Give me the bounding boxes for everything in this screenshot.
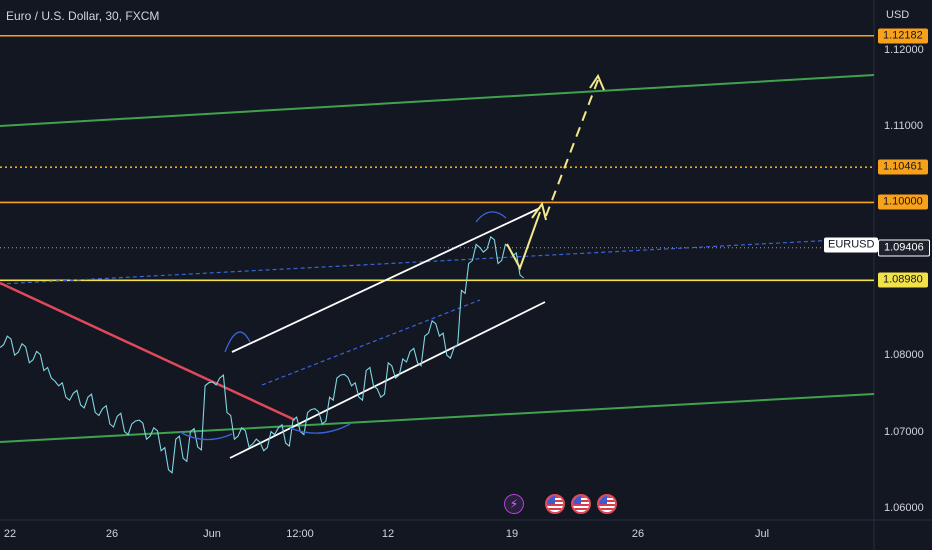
price-series-line xyxy=(0,235,525,474)
red-downtrend-line xyxy=(0,281,296,422)
projection-arrow-path xyxy=(506,211,541,271)
symbol-tag: EURUSD xyxy=(824,237,879,253)
lower-green-trendline xyxy=(0,393,875,443)
us-flag-event-icon[interactable] xyxy=(597,494,617,514)
projection-arrowhead xyxy=(531,201,547,221)
projection-dashed-arrowhead xyxy=(589,73,605,91)
blue-arc-annotation xyxy=(224,331,251,353)
x-tick-label: 12 xyxy=(381,528,395,540)
blue-dashed-channel-mid xyxy=(261,299,481,386)
upper-green-trendline xyxy=(0,74,875,127)
price-level-tag: 1.09406 xyxy=(878,239,930,257)
x-tick-label: 22 xyxy=(3,528,17,540)
projection-dashed-arrow xyxy=(545,79,599,217)
y-tick-label: 1.07000 xyxy=(884,425,924,438)
channel-upper-line xyxy=(231,207,541,353)
y-tick-label: 1.06000 xyxy=(884,501,924,514)
x-tick-label: Jun xyxy=(203,528,221,540)
us-flag-event-icon[interactable] xyxy=(571,494,591,514)
us-flag-event-icon[interactable] xyxy=(545,494,565,514)
blue-dashed-trendline xyxy=(0,237,875,285)
x-tick-label: 12:00 xyxy=(286,528,314,540)
blue-arc-annotation xyxy=(179,431,233,441)
blue-arc-annotation xyxy=(289,423,351,434)
price-level-tag: 1.12182 xyxy=(878,28,928,44)
chart-title: Euro / U.S. Dollar, 30, FXCM xyxy=(6,9,160,23)
x-tick-label: 19 xyxy=(505,528,519,540)
y-tick-label: 1.11000 xyxy=(884,120,923,133)
blue-arc-annotation xyxy=(475,211,507,223)
x-tick-label: 26 xyxy=(105,528,119,540)
price-level-tag: 1.10000 xyxy=(878,194,928,210)
lightning-event-icon[interactable]: ⚡ xyxy=(504,494,524,514)
currency-label: USD xyxy=(886,9,910,21)
price-level-tag: 1.10461 xyxy=(878,159,928,175)
x-tick-label: Jul xyxy=(754,528,770,540)
y-tick-label: 1.12000 xyxy=(884,43,924,56)
x-tick-label: 26 xyxy=(631,528,645,540)
y-tick-label: 1.08000 xyxy=(884,349,924,362)
price-level-tag: 1.08980 xyxy=(878,272,928,288)
channel-lower-line xyxy=(229,301,546,459)
